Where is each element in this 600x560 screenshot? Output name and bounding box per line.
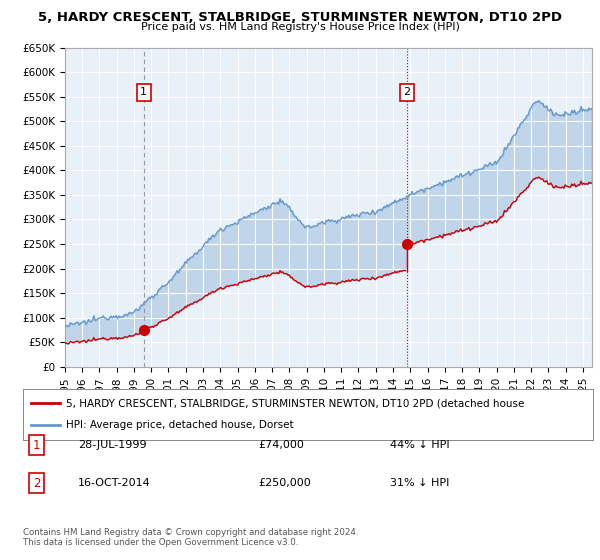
Text: 16-OCT-2014: 16-OCT-2014 [78, 478, 151, 488]
Text: 31% ↓ HPI: 31% ↓ HPI [390, 478, 449, 488]
Text: 44% ↓ HPI: 44% ↓ HPI [390, 440, 449, 450]
Text: 5, HARDY CRESCENT, STALBRIDGE, STURMINSTER NEWTON, DT10 2PD (detached house: 5, HARDY CRESCENT, STALBRIDGE, STURMINST… [65, 398, 524, 408]
Text: 28-JUL-1999: 28-JUL-1999 [78, 440, 146, 450]
Text: 1: 1 [140, 87, 147, 97]
Text: Price paid vs. HM Land Registry's House Price Index (HPI): Price paid vs. HM Land Registry's House … [140, 22, 460, 32]
Text: £74,000: £74,000 [258, 440, 304, 450]
Text: 5, HARDY CRESCENT, STALBRIDGE, STURMINSTER NEWTON, DT10 2PD: 5, HARDY CRESCENT, STALBRIDGE, STURMINST… [38, 11, 562, 24]
Text: Contains HM Land Registry data © Crown copyright and database right 2024.
This d: Contains HM Land Registry data © Crown c… [23, 528, 358, 547]
Text: HPI: Average price, detached house, Dorset: HPI: Average price, detached house, Dors… [65, 421, 293, 431]
Text: 2: 2 [403, 87, 410, 97]
Text: 1: 1 [33, 438, 41, 452]
Text: 2: 2 [33, 477, 41, 490]
Text: £250,000: £250,000 [258, 478, 311, 488]
